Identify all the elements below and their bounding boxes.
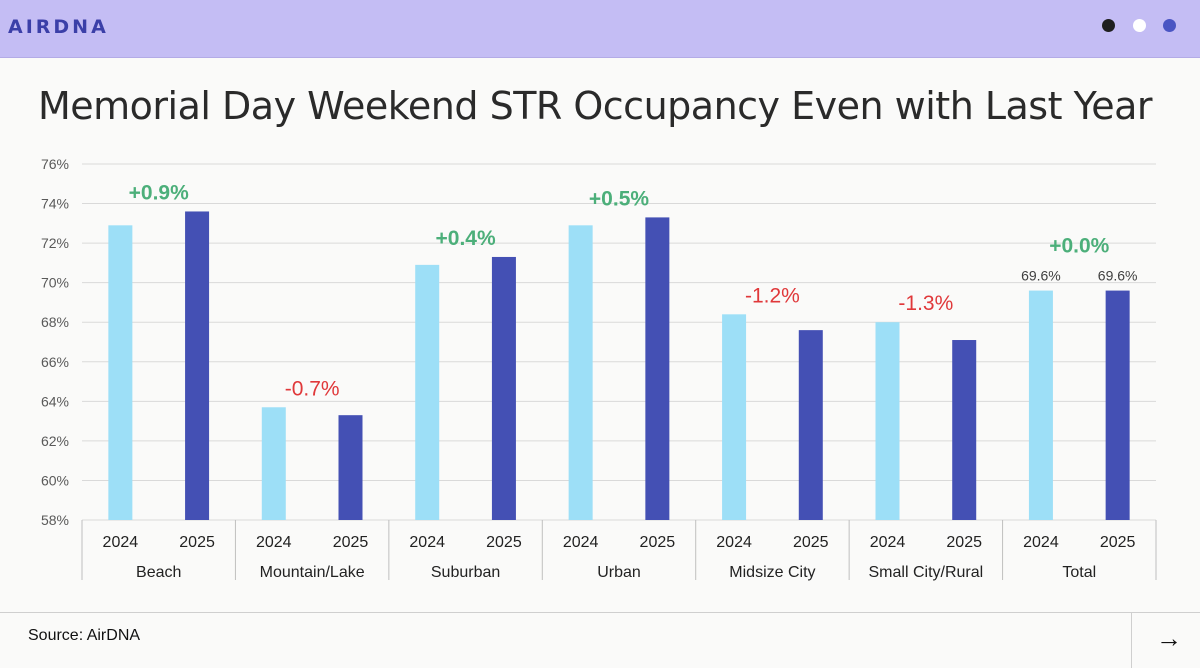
brand-logo: AIRDNA <box>8 16 109 38</box>
footer: Source: AirDNA → <box>0 612 1200 668</box>
bar-2025 <box>338 415 363 520</box>
bar-2024 <box>568 225 593 521</box>
arrow-right-icon: → <box>1156 623 1182 653</box>
x-year-label: 2024 <box>716 534 752 551</box>
header-dot-blue <box>1163 19 1176 32</box>
x-year-label: 2025 <box>1100 534 1136 551</box>
bar-2025 <box>798 330 823 520</box>
data-label: 69.6% <box>1098 268 1138 284</box>
bar-2024 <box>1028 290 1053 520</box>
x-year-label: 2025 <box>486 534 522 551</box>
change-label: -1.2% <box>745 284 800 307</box>
x-year-label: 2024 <box>256 534 292 551</box>
x-group-label: Midsize City <box>729 564 815 581</box>
next-button[interactable]: → <box>1131 613 1200 668</box>
x-year-label: 2025 <box>946 534 982 551</box>
x-group-label: Beach <box>136 564 181 581</box>
page-title: Memorial Day Weekend STR Occupancy Even … <box>38 84 1153 128</box>
x-year-label: 2024 <box>1023 534 1059 551</box>
change-label: -0.7% <box>285 377 340 400</box>
header-bar: AIRDNA <box>0 0 1200 58</box>
bar-2024 <box>415 264 440 520</box>
change-label: +0.5% <box>589 187 649 210</box>
x-group-label: Mountain/Lake <box>260 564 365 581</box>
x-year-label: 2024 <box>409 534 445 551</box>
y-tick-label: 70% <box>41 275 69 291</box>
x-year-label: 2025 <box>333 534 369 551</box>
x-year-label: 2024 <box>103 534 139 551</box>
bar-2025 <box>491 256 516 520</box>
bar-2025 <box>185 211 210 520</box>
bar-2024 <box>875 322 900 520</box>
x-year-label: 2025 <box>640 534 676 551</box>
bar-2025 <box>952 340 977 520</box>
y-tick-label: 58% <box>41 512 69 528</box>
change-label: +0.4% <box>436 227 496 250</box>
x-year-label: 2025 <box>179 534 215 551</box>
y-tick-label: 76% <box>41 156 69 172</box>
bar-2024 <box>261 407 286 520</box>
change-label: +0.0% <box>1049 235 1109 258</box>
bar-2024 <box>108 225 133 521</box>
x-group-label: Total <box>1062 564 1096 581</box>
bar-chart: 58% 60% 62% 64% 66% 68% 70% 72% 74% 76% 2024 2025 Be… <box>41 156 1157 581</box>
y-tick-label: 62% <box>41 433 69 449</box>
bar-2024 <box>722 314 747 520</box>
y-tick-label: 64% <box>41 393 69 409</box>
y-tick-label: 74% <box>41 196 69 212</box>
x-year-label: 2025 <box>793 534 829 551</box>
source-note: Source: AirDNA <box>28 627 141 644</box>
x-group-label: Suburban <box>431 564 500 581</box>
y-tick-label: 72% <box>41 235 69 251</box>
change-label: -1.3% <box>898 292 953 315</box>
x-year-label: 2024 <box>563 534 599 551</box>
y-tick-label: 66% <box>41 354 69 370</box>
x-group-label: Urban <box>597 564 641 581</box>
y-tick-label: 60% <box>41 472 69 488</box>
x-group-label: Small City/Rural <box>869 564 984 581</box>
y-tick-label: 68% <box>41 314 69 330</box>
bar-2025 <box>645 217 670 520</box>
data-label: 69.6% <box>1021 268 1061 284</box>
header-dot-dark <box>1102 19 1115 32</box>
header-dot-white <box>1133 19 1146 32</box>
bar-2025 <box>1105 290 1130 520</box>
change-label: +0.9% <box>129 181 189 204</box>
x-year-label: 2024 <box>870 534 906 551</box>
